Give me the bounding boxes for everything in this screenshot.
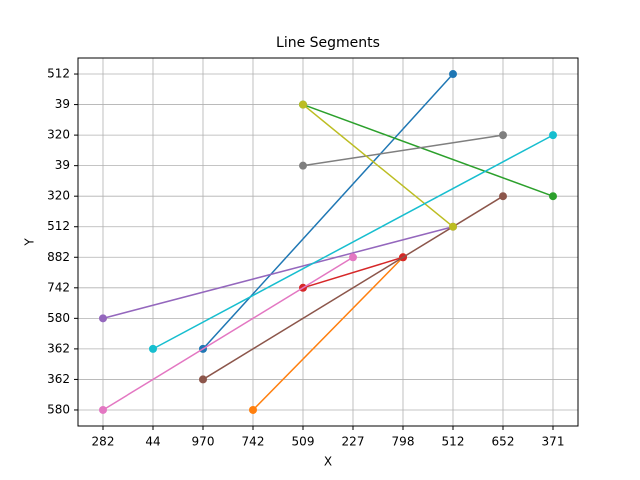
y-tick-label: 512 <box>47 67 70 81</box>
point <box>249 405 257 414</box>
point <box>199 375 207 384</box>
point <box>99 314 107 323</box>
x-tick-label: 44 <box>145 435 160 449</box>
point <box>299 100 307 109</box>
y-tick-label: 580 <box>47 402 70 416</box>
line-segment <box>302 103 454 228</box>
x-tick-label: 227 <box>342 435 365 449</box>
x-tick-label: 652 <box>492 435 515 449</box>
line-segment <box>102 256 354 411</box>
line-segment <box>102 226 454 320</box>
y-tick-label: 320 <box>47 189 70 203</box>
point <box>149 344 157 353</box>
line-segment <box>302 256 404 289</box>
chart-title: Line Segments <box>276 35 380 51</box>
x-tick-label: 798 <box>392 435 415 449</box>
point <box>549 131 557 140</box>
x-tick-label: 742 <box>242 435 265 449</box>
x-tick-label: 371 <box>542 435 565 449</box>
y-tick-label: 362 <box>47 341 70 355</box>
y-tick-label: 580 <box>47 311 70 325</box>
point <box>449 70 457 79</box>
point <box>499 192 507 201</box>
y-tick-label: 39 <box>55 158 70 172</box>
x-tick-label: 509 <box>292 435 315 449</box>
plot-frame <box>77 57 579 427</box>
x-tick-label: 512 <box>442 435 465 449</box>
point <box>499 131 507 140</box>
point <box>299 161 307 170</box>
point <box>449 222 457 231</box>
point <box>349 253 357 262</box>
y-tick-label: 512 <box>47 219 70 233</box>
x-tick-label: 970 <box>192 435 215 449</box>
line-segment <box>252 256 404 411</box>
y-axis-label: Y <box>23 238 37 247</box>
x-tick-label: 282 <box>92 435 115 449</box>
y-tick-label: 39 <box>55 97 70 111</box>
line-segment <box>302 134 504 167</box>
y-tick-label: 362 <box>47 372 70 386</box>
y-tick-label: 320 <box>47 128 70 142</box>
point <box>549 192 557 201</box>
line-segment <box>152 134 554 350</box>
y-tick-label: 882 <box>47 250 70 264</box>
y-tick-label: 742 <box>47 280 70 294</box>
point <box>99 405 107 414</box>
line-segment <box>202 73 454 350</box>
line-segment <box>302 103 554 197</box>
x-axis-label: X <box>324 455 332 469</box>
